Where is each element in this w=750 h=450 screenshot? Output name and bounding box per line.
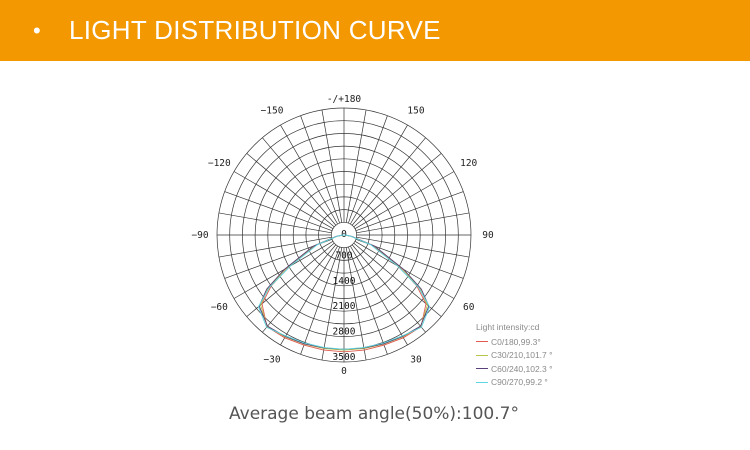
grid-spoke: [300, 115, 340, 224]
radial-tick-label: 2100: [333, 301, 356, 312]
angle-tick-label: -/+180: [327, 94, 362, 105]
chart-legend: Light intensity:cd C0/180,99.3° C30/210,1…: [476, 322, 553, 389]
legend-swatch: [476, 354, 488, 356]
series-curve-3: [257, 234, 431, 350]
legend-label: C30/210,101.7 °: [491, 350, 553, 361]
grid-spoke: [351, 137, 426, 226]
grid-spoke: [262, 137, 337, 226]
bullet-icon: •: [33, 17, 41, 43]
legend-label: C90/270,99.2 °: [491, 377, 548, 388]
angle-tick-label: −120: [208, 158, 231, 169]
grid-spoke: [321, 247, 343, 361]
legend-item: C0/180,99.3°: [476, 335, 553, 349]
angle-tick-label: 150: [407, 105, 424, 116]
legend-swatch: [476, 368, 488, 370]
angle-tick-label: 120: [460, 158, 477, 169]
legend-label: C0/180,99.3°: [491, 336, 541, 347]
grid-spoke: [356, 236, 470, 258]
grid-spoke: [233, 171, 334, 229]
grid-spoke: [218, 212, 332, 234]
angle-tick-label: 0: [341, 366, 347, 377]
grid-spoke: [353, 153, 442, 228]
angle-tick-label: −90: [191, 230, 208, 241]
grid-spoke: [300, 246, 340, 355]
legend-swatch: [476, 341, 488, 343]
angle-tick-label: 30: [410, 355, 422, 366]
radial-tick-label: 1400: [333, 276, 356, 287]
grid-spoke: [345, 247, 367, 361]
grid-spoke: [356, 212, 470, 234]
header-banner: • LIGHT DISTRIBUTION CURVE: [0, 0, 750, 61]
grid-spoke: [262, 244, 337, 333]
grid-spoke: [218, 236, 332, 258]
angle-tick-label: −30: [263, 355, 280, 366]
radial-tick-label: 700: [335, 250, 352, 261]
grid-spoke: [280, 124, 338, 225]
radial-tick-label: 2800: [333, 327, 356, 338]
grid-spoke: [348, 115, 388, 224]
page-title: LIGHT DISTRIBUTION CURVE: [69, 15, 441, 45]
grid-spoke: [355, 191, 464, 231]
legend-swatch: [476, 381, 488, 383]
grid-spoke: [350, 124, 408, 225]
radial-tick-label: 3500: [333, 352, 356, 363]
angle-tick-label: −60: [211, 302, 228, 313]
legend-item: C90/270,99.2 °: [476, 376, 553, 390]
angle-tick-label: 60: [463, 302, 475, 313]
polar-chart: -/+180 150 120 90 60 30 0 −30 −60 −90 −120 −150 0 700…: [191, 94, 494, 377]
legend-item: C30/210,101.7 °: [476, 349, 553, 363]
angle-tick-label: 90: [482, 230, 494, 241]
grid-spoke: [354, 171, 455, 229]
grid-spoke: [345, 109, 367, 223]
legend-title: Light intensity:cd: [476, 322, 540, 332]
grid-spoke: [348, 246, 388, 355]
grid-spoke: [321, 109, 343, 223]
legend-label: C60/240,102.3 °: [491, 363, 553, 374]
grid-spoke: [224, 191, 333, 231]
grid-spoke: [351, 244, 426, 333]
grid-spoke: [246, 153, 335, 228]
grid-spoke: [350, 245, 408, 346]
beam-angle-text: Average beam angle(50%):100.7°: [229, 404, 519, 424]
angle-tick-label: −150: [261, 105, 284, 116]
radial-tick-label: 0: [341, 229, 347, 240]
grid-spoke: [280, 245, 338, 346]
legend-item: C60/240,102.3 °: [476, 362, 553, 376]
